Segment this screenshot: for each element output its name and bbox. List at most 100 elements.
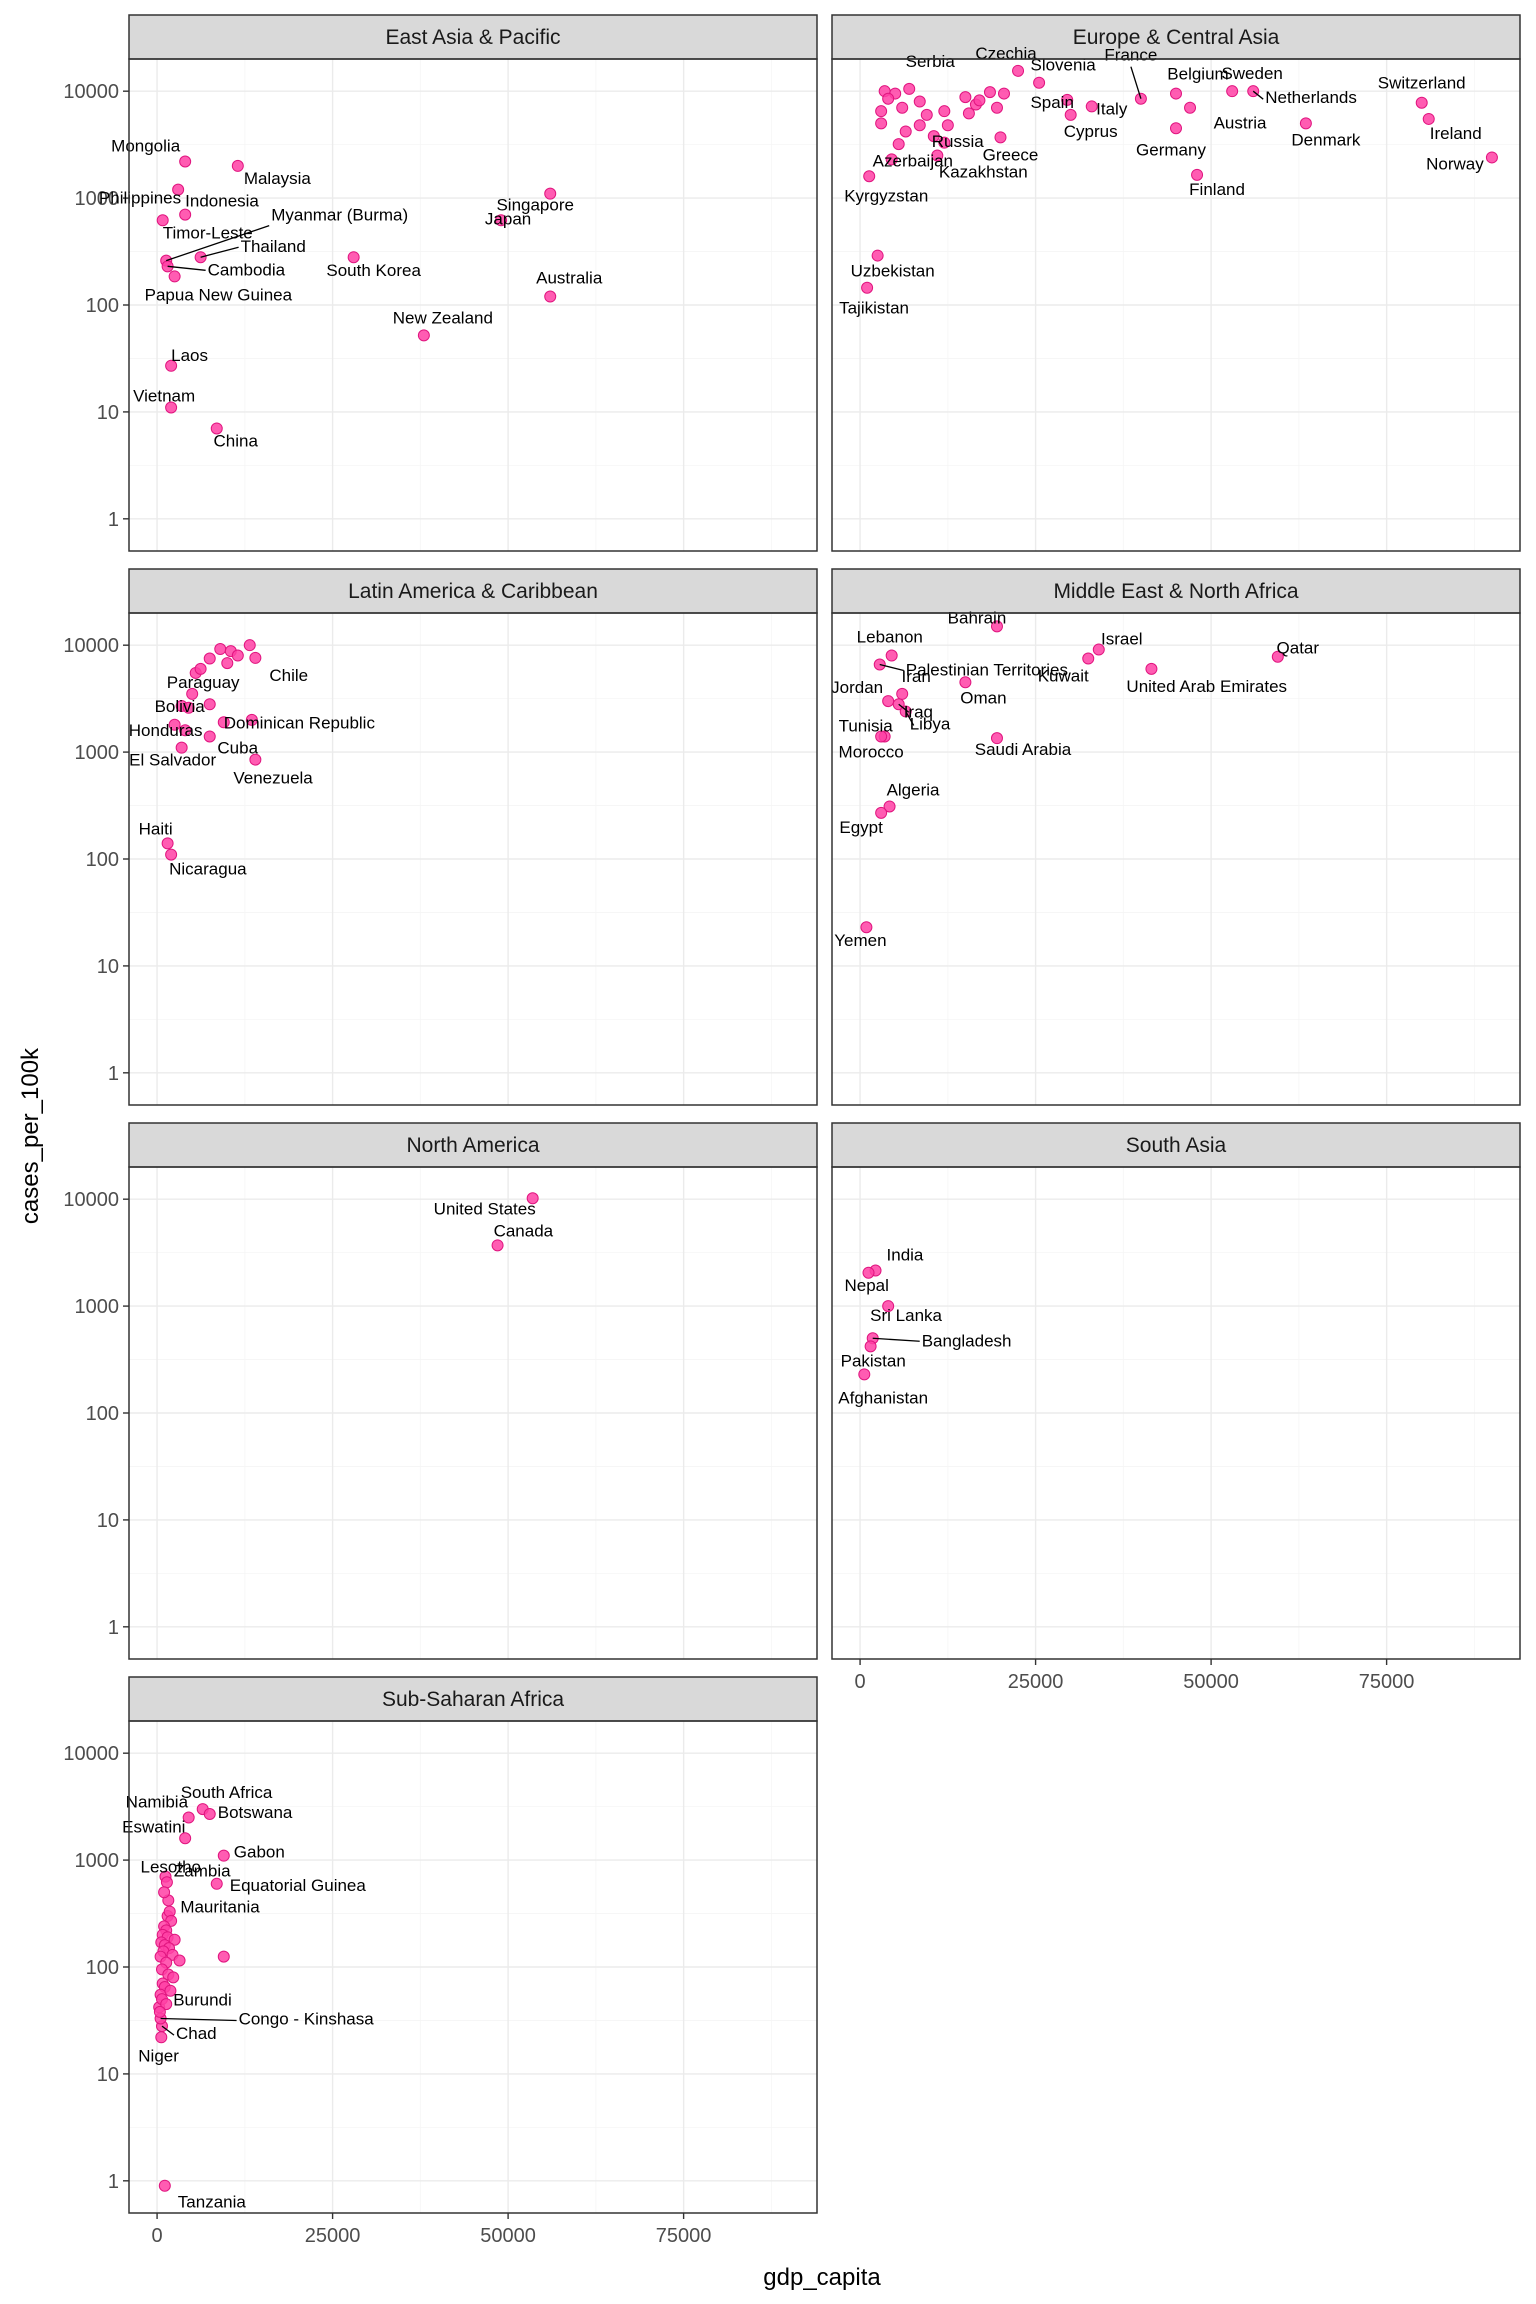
y-tick-label: 100 bbox=[86, 1403, 119, 1425]
data-point-azerbaijan bbox=[885, 153, 898, 166]
panel-latin-america-and-caribbean: Latin America & Caribbean 1 10 100 1000 10000… bbox=[63, 568, 818, 1106]
x-tick-label: 25000 bbox=[305, 2225, 361, 2247]
point-label-lesotho: Lesotho bbox=[141, 1858, 202, 1877]
point-label-saudi-arabia: Saudi Arabia bbox=[975, 740, 1072, 759]
point-label-ireland: Ireland bbox=[1430, 124, 1482, 143]
data-point bbox=[973, 94, 986, 107]
panel-south-asia: South Asia 0 25000 50000 75000 India Nepal Sri … bbox=[831, 1122, 1521, 1693]
y-axis-title: cases_per_100k bbox=[17, 1047, 44, 1224]
facet-strip bbox=[128, 1676, 818, 1722]
y-tick-label: 10000 bbox=[63, 1189, 119, 1211]
label-leader-line bbox=[905, 711, 915, 726]
data-point-laos bbox=[165, 359, 178, 372]
data-point bbox=[167, 1971, 180, 1984]
point-label-spain: Spain bbox=[1030, 93, 1073, 112]
data-point-czechia bbox=[1012, 64, 1025, 77]
y-tick-label: 100 bbox=[86, 295, 119, 317]
data-point-sweden bbox=[1226, 85, 1239, 98]
data-point bbox=[913, 119, 926, 132]
y-tick-label: 1000 bbox=[75, 1850, 120, 1872]
data-point bbox=[203, 698, 216, 711]
point-label-indonesia: Indonesia bbox=[185, 192, 259, 211]
y-tick-label: 1000 bbox=[75, 188, 120, 210]
point-label-venezuela: Venezuela bbox=[233, 769, 313, 788]
point-label-south-africa: South Africa bbox=[181, 1783, 273, 1802]
point-label-oman: Oman bbox=[960, 688, 1006, 707]
data-point-belgium bbox=[1170, 87, 1182, 100]
x-tick-label: 50000 bbox=[480, 2225, 536, 2247]
label-leader-line bbox=[167, 265, 206, 271]
point-label-bahrain: Bahrain bbox=[948, 608, 1007, 627]
data-point-finland bbox=[1191, 168, 1204, 181]
point-label-austria: Austria bbox=[1214, 114, 1267, 133]
point-label-libya: Libya bbox=[910, 714, 951, 733]
facet-strip bbox=[831, 1122, 1521, 1168]
point-label-el-salvador: El Salvador bbox=[129, 751, 216, 770]
point-label-timor-leste: Timor-Leste bbox=[163, 223, 253, 242]
point-label-germany: Germany bbox=[1136, 140, 1206, 159]
y-tick-label: 10000 bbox=[63, 81, 119, 103]
point-label-pakistan: Pakistan bbox=[841, 1351, 906, 1370]
data-point-oman bbox=[959, 676, 972, 689]
y-tick-label: 1 bbox=[108, 509, 119, 531]
y-tick-label: 10 bbox=[97, 2064, 119, 2086]
panel-north-america: North America 1 10 100 1000 10000 United State… bbox=[63, 1122, 818, 1660]
data-point-gabon bbox=[217, 1849, 230, 1862]
point-label-chile: Chile bbox=[269, 666, 308, 685]
point-label-japan: Japan bbox=[485, 209, 531, 228]
data-point-paraguay bbox=[186, 687, 199, 700]
point-label-paraguay: Paraguay bbox=[167, 673, 240, 692]
y-tick-label: 10 bbox=[97, 956, 119, 978]
data-point-iran bbox=[896, 687, 909, 700]
point-label-malaysia: Malaysia bbox=[244, 169, 312, 188]
y-tick-label: 10 bbox=[97, 1510, 119, 1532]
data-point-israel bbox=[1092, 643, 1105, 656]
point-label-philippines: Philippines bbox=[99, 189, 181, 208]
point-label-kazakhstan: Kazakhstan bbox=[939, 163, 1028, 182]
point-label-namibia: Namibia bbox=[126, 1793, 189, 1812]
point-label-nicaragua: Nicaragua bbox=[169, 860, 247, 879]
data-point-equatorial-guinea bbox=[210, 1877, 223, 1890]
point-label-niger: Niger bbox=[138, 2046, 179, 2065]
y-tick-label: 1 bbox=[108, 1617, 119, 1639]
x-tick-label: 75000 bbox=[656, 2225, 712, 2247]
point-label-china: China bbox=[214, 431, 259, 450]
data-point bbox=[179, 724, 192, 737]
panel-border bbox=[831, 612, 1521, 1106]
data-point-tanzania bbox=[158, 2179, 171, 2192]
data-point-germany bbox=[1170, 122, 1182, 135]
y-tick-label: 1000 bbox=[75, 1296, 120, 1318]
point-label-south-korea: South Korea bbox=[326, 261, 421, 280]
data-point-eswatini bbox=[179, 1832, 192, 1845]
point-label-vietnam: Vietnam bbox=[133, 386, 195, 405]
point-label-sweden: Sweden bbox=[1221, 64, 1282, 83]
data-point bbox=[962, 107, 975, 120]
point-label-denmark: Denmark bbox=[1291, 130, 1360, 149]
point-label-united-states: United States bbox=[434, 1199, 536, 1218]
point-label-bangladesh: Bangladesh bbox=[922, 1331, 1012, 1350]
point-label-gabon: Gabon bbox=[234, 1843, 285, 1862]
point-label-azerbaijan: Azerbaijan bbox=[873, 151, 953, 170]
point-label-iran: Iran bbox=[902, 667, 931, 686]
data-point-slovenia bbox=[1033, 76, 1046, 89]
label-leader-line bbox=[872, 1337, 920, 1342]
point-label-honduras: Honduras bbox=[129, 721, 203, 740]
point-label-italy: Italy bbox=[1096, 99, 1128, 118]
data-point bbox=[959, 91, 972, 104]
data-point-algeria bbox=[883, 800, 896, 813]
panel-middle-east-and-north-africa: Middle East & North Africa Bahrain Lebanon… bbox=[831, 568, 1521, 1106]
data-point-new-zealand bbox=[417, 329, 430, 342]
data-point bbox=[899, 125, 912, 138]
data-point-saudi-arabia bbox=[990, 732, 1003, 745]
data-point bbox=[231, 649, 244, 662]
data-point-honduras bbox=[168, 718, 181, 731]
data-point-jordan bbox=[882, 695, 895, 708]
label-leader-line bbox=[879, 663, 904, 672]
y-tick-label: 1000 bbox=[75, 742, 120, 764]
data-point-pakistan bbox=[864, 1340, 877, 1353]
label-leader-line bbox=[898, 703, 910, 713]
data-point-nicaragua bbox=[165, 848, 178, 861]
point-label-qatar: Qatar bbox=[1277, 639, 1320, 658]
point-label-israel: Israel bbox=[1101, 630, 1143, 649]
